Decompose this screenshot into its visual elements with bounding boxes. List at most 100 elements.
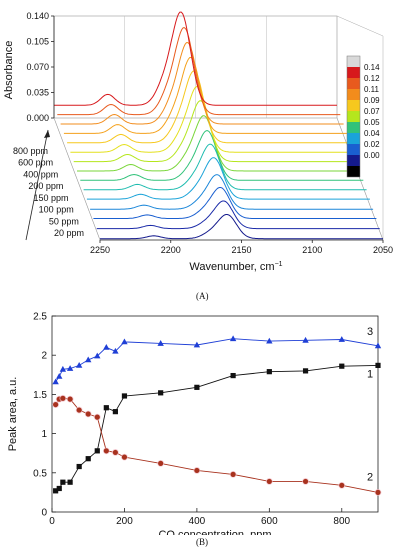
x-tick-label: 2050 — [373, 245, 393, 255]
y-tick-label: 2 — [41, 351, 47, 362]
y-tick-label: 0.5 — [33, 468, 47, 479]
data-point — [121, 338, 128, 345]
data-point — [230, 372, 236, 379]
colorbar-swatch — [347, 122, 360, 133]
spectra-curves — [54, 11, 383, 240]
floor-right-edge — [336, 117, 384, 241]
data-point — [193, 341, 201, 348]
data-point — [56, 372, 63, 379]
spectrum-curve — [90, 174, 374, 210]
series-label: 3 — [367, 326, 373, 338]
data-point — [76, 463, 82, 470]
data-point — [302, 368, 309, 374]
y-tick-label: 0.140 — [26, 11, 49, 21]
x-tick-label: 200 — [116, 516, 133, 527]
peak-area-chart: 0 200 400 600 800 0 0.5 1 1.5 2 2.5 CO concentratio… — [7, 312, 382, 535]
colorbar-label: 0.09 — [364, 96, 380, 105]
data-point — [85, 356, 92, 363]
spectrum-curve — [70, 86, 354, 153]
data-point — [158, 390, 164, 396]
colorbar-swatch — [347, 78, 360, 89]
depth-tick-label: 400 ppm — [23, 169, 58, 179]
colorbar-label: 0.07 — [364, 107, 380, 116]
y-tick-label: 0 — [41, 508, 47, 519]
data-point — [339, 363, 345, 369]
colorbar-label: 0.04 — [364, 129, 380, 138]
series-3: 3 — [52, 326, 382, 385]
colorbar-swatch — [347, 111, 360, 122]
data-point — [230, 471, 236, 477]
data-point — [103, 448, 109, 454]
x-axis-title: Wavenumber, cm−1 — [189, 261, 282, 273]
colorbar-label: 0.05 — [364, 118, 380, 127]
plot-frame — [51, 315, 379, 513]
y-axis-title: Absorbance — [3, 41, 15, 100]
spectrum-curve — [93, 187, 377, 219]
data-point — [112, 449, 118, 456]
data-point — [194, 467, 200, 474]
colorbar-swatch — [347, 56, 360, 67]
x-tick-label: 2250 — [90, 245, 110, 255]
x-tick-label: 2100 — [302, 245, 322, 255]
colorbar-swatch — [347, 166, 360, 177]
data-point — [375, 489, 381, 495]
y-tick-label: 0.035 — [26, 88, 49, 98]
data-point — [85, 456, 91, 462]
panel-b-label: (B) — [196, 537, 208, 547]
top-right-edge — [336, 15, 384, 37]
x-tick-label: 400 — [189, 516, 206, 527]
data-point — [338, 336, 345, 342]
colorbar-swatch — [347, 133, 360, 144]
spectrum-curve — [83, 143, 367, 191]
colorbar-swatch — [347, 100, 360, 111]
data-point — [75, 361, 83, 368]
colorbar-swatch — [347, 155, 360, 166]
colorbar-swatch — [347, 67, 360, 78]
spectrum-curve — [54, 11, 337, 106]
colorbar-label: 0.00 — [364, 151, 380, 160]
x-axis-title: CO concentration, ppm — [158, 529, 271, 535]
data-point — [103, 405, 109, 411]
colorbar-label: 0.02 — [364, 140, 380, 149]
data-point — [266, 369, 272, 375]
data-point — [112, 347, 119, 354]
x-tick-label: 800 — [333, 516, 350, 527]
colorbar-label: 0.12 — [364, 74, 380, 83]
spectrum-curve — [80, 130, 364, 181]
colorbar-swatch — [347, 89, 360, 100]
depth-tick-label: 600 ppm — [18, 158, 53, 168]
series-line — [55, 364, 379, 492]
data-point — [52, 378, 59, 385]
data-point — [374, 342, 382, 349]
data-point — [60, 479, 66, 485]
panel-a-label: (A) — [196, 291, 209, 301]
data-point — [94, 448, 100, 454]
spectrum-curve — [86, 157, 370, 200]
series-2: 2 — [52, 394, 382, 496]
y-tick-label: 0.105 — [26, 37, 49, 47]
data-point — [53, 401, 59, 408]
data-point — [375, 362, 381, 368]
depth-tick-label: 150 ppm — [34, 193, 69, 203]
data-point — [85, 411, 91, 417]
data-point — [266, 478, 272, 485]
colorbar-border — [346, 55, 361, 178]
y-tick-label: 2.5 — [33, 312, 47, 323]
data-point — [56, 485, 62, 492]
depth-axis-arrow — [44, 130, 50, 138]
y-tick-label: 1.5 — [33, 390, 47, 401]
data-point — [302, 478, 309, 485]
depth-tick-label: 800 ppm — [13, 146, 48, 156]
x-axis-title-sup: −1 — [275, 261, 283, 268]
data-point — [157, 340, 164, 346]
data-point — [67, 479, 73, 485]
x-tick-label: 2200 — [161, 245, 181, 255]
depth-axis-line — [25, 129, 49, 241]
data-point — [53, 488, 59, 494]
data-point — [121, 393, 128, 399]
data-point — [76, 407, 82, 413]
data-point — [59, 365, 67, 372]
series-line — [55, 397, 379, 493]
data-point — [194, 384, 200, 390]
y-tick-label: 0.070 — [26, 62, 49, 72]
